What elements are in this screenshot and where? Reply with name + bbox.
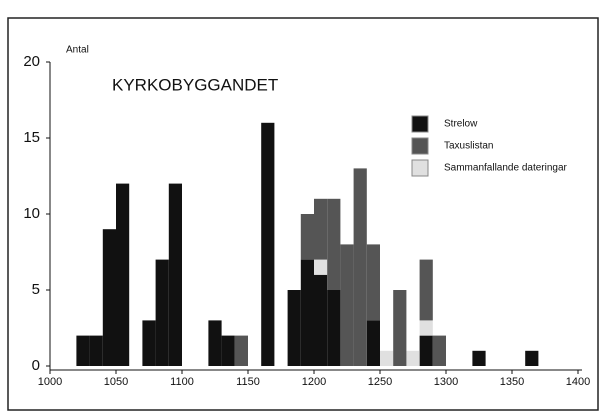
bar (300, 214, 314, 260)
bar (261, 122, 275, 366)
bar (366, 320, 380, 366)
bar (89, 335, 103, 366)
bar (353, 168, 367, 366)
legend-label: Taxuslistan (444, 141, 493, 152)
legend-swatch (411, 137, 429, 155)
bar (525, 350, 539, 366)
bar (393, 290, 407, 366)
chart-title: KYRKOBYGGANDET (112, 75, 278, 94)
x-tick-label: 1300 (434, 376, 458, 388)
bar (340, 244, 354, 366)
bar (314, 274, 328, 366)
bar (432, 335, 446, 366)
y-tick-label: 10 (23, 205, 40, 222)
y-tick-label: 20 (23, 53, 40, 70)
legend-label: Sammanfallande dateringar (444, 163, 568, 174)
bar (380, 350, 394, 366)
x-tick-label: 1200 (302, 376, 326, 388)
bar (116, 183, 130, 366)
x-tick-label: 1400 (566, 376, 590, 388)
bar (287, 290, 301, 366)
bar (314, 198, 328, 260)
bar (327, 198, 341, 290)
bar (76, 335, 90, 366)
frame (7, 17, 599, 411)
bar (300, 259, 314, 366)
x-tick-label: 1100 (170, 376, 194, 388)
bar (142, 320, 156, 366)
y-tick-label: 5 (32, 281, 40, 298)
bar (314, 259, 328, 275)
bar (327, 290, 341, 366)
bar (419, 335, 433, 366)
bar (155, 259, 169, 366)
y-tick-label: 0 (32, 357, 40, 374)
x-tick-label: 1250 (368, 376, 392, 388)
bar (419, 320, 433, 336)
legend-swatch (411, 159, 429, 177)
y-axis-label: Antal (66, 45, 89, 56)
x-tick-label: 1150 (236, 376, 260, 388)
x-tick-label: 1050 (104, 376, 128, 388)
legend-swatch (411, 115, 429, 133)
bar (168, 183, 182, 366)
bar (221, 335, 235, 366)
bar (234, 335, 248, 366)
x-tick-label: 1000 (38, 376, 62, 388)
bar (366, 244, 380, 321)
y-tick-label: 15 (23, 129, 40, 146)
bar (472, 350, 486, 366)
bar (102, 229, 116, 366)
x-tick-label: 1350 (500, 376, 524, 388)
bar (419, 259, 433, 321)
bar (208, 320, 222, 366)
bar (406, 350, 420, 366)
legend-label: Strelow (444, 119, 478, 130)
